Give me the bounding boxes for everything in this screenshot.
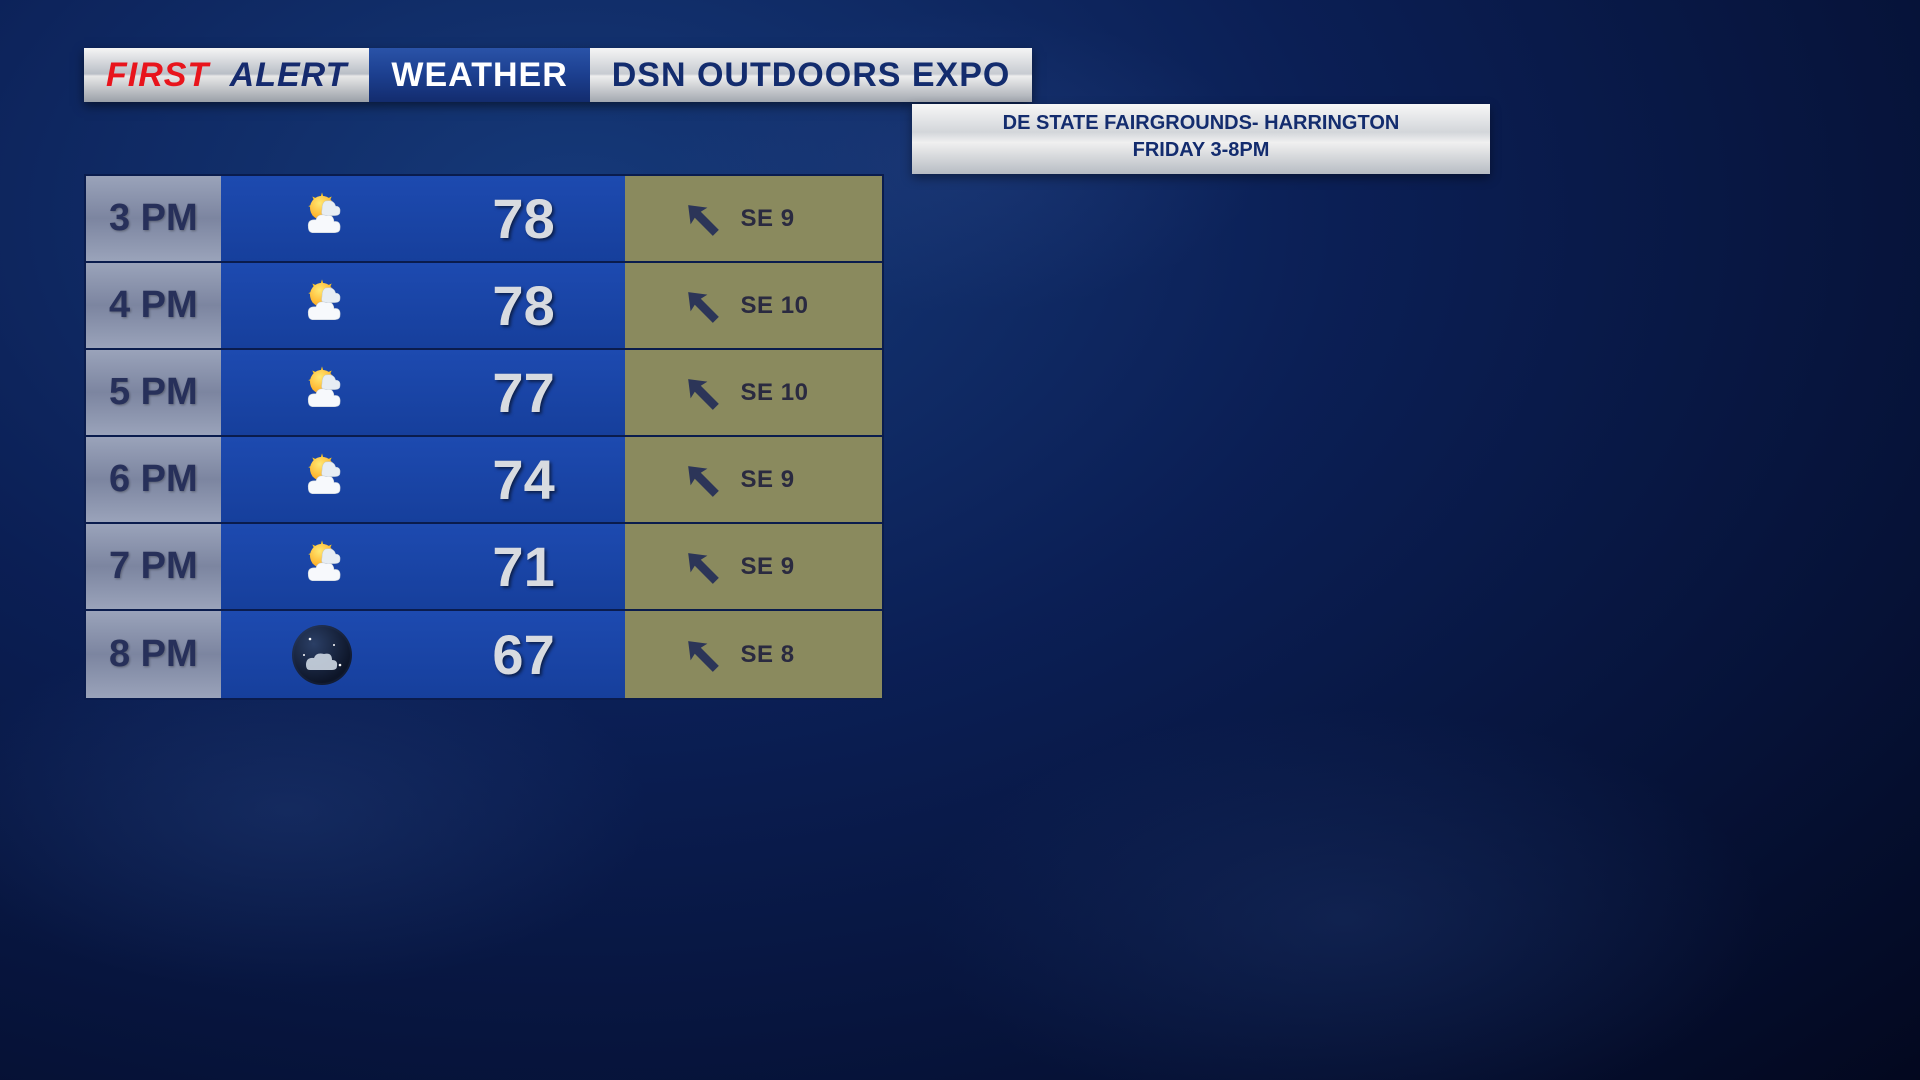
- forecast-row-3pm: 3 PM 78 SE 9: [86, 176, 882, 263]
- weather-icon: [221, 524, 423, 609]
- wind-info: SE 10: [625, 263, 882, 348]
- temperature-label: 77: [423, 350, 625, 435]
- night-cloud-icon: [292, 625, 352, 685]
- wind-info: SE 10: [625, 350, 882, 435]
- forecast-row-8pm: 8 PM 67 SE 8: [86, 611, 882, 698]
- forecast-rows-container: 3 PM 78 SE 9: [86, 176, 882, 698]
- wind-direction-arrow: [672, 363, 731, 422]
- wind-speed-label: SE 10: [741, 292, 809, 320]
- forecast-table: 3 PM 78 SE 9: [84, 174, 884, 700]
- temperature-label: 78: [423, 263, 625, 348]
- weather-icon: [221, 437, 423, 522]
- wind-direction-arrow: [672, 189, 731, 248]
- time-label: 5 PM: [86, 350, 221, 435]
- temperature-label: 71: [423, 524, 625, 609]
- weather-label: WEATHER: [369, 48, 589, 102]
- wind-direction-arrow: [672, 625, 731, 684]
- wind-speed-label: SE 8: [741, 641, 795, 669]
- wind-info: SE 8: [625, 611, 882, 698]
- wind-info: SE 9: [625, 524, 882, 609]
- time-label: 7 PM: [86, 524, 221, 609]
- header-bar: FIRST ALERT WEATHER DSN OUTDOORS EXPO: [84, 48, 1032, 102]
- weather-icon: [221, 263, 423, 348]
- wind-info: SE 9: [625, 437, 882, 522]
- wind-direction-arrow: [672, 276, 731, 335]
- forecast-row-5pm: 5 PM 77 SE 10: [86, 350, 882, 437]
- time-label: 8 PM: [86, 611, 221, 698]
- temperature-label: 67: [423, 611, 625, 698]
- wind-speed-label: SE 9: [741, 205, 795, 233]
- partly-sunny-icon: [292, 450, 352, 510]
- weather-icon: [221, 176, 423, 261]
- wind-speed-label: SE 9: [741, 553, 795, 581]
- partly-sunny-icon: [292, 189, 352, 249]
- wind-speed-label: SE 10: [741, 379, 809, 407]
- forecast-row-6pm: 6 PM 74 SE 9: [86, 437, 882, 524]
- time-label: 3 PM: [86, 176, 221, 261]
- temperature-label: 74: [423, 437, 625, 522]
- wind-info: SE 9: [625, 176, 882, 261]
- forecast-row-4pm: 4 PM 78 SE 10: [86, 263, 882, 350]
- first-alert-label: FIRST ALERT: [84, 48, 369, 102]
- partly-sunny-icon: [292, 276, 352, 336]
- weather-icon: [221, 611, 423, 698]
- temperature-label: 78: [423, 176, 625, 261]
- wind-direction-arrow: [672, 537, 731, 596]
- time-label: 4 PM: [86, 263, 221, 348]
- weather-icon: [221, 350, 423, 435]
- wind-speed-label: SE 9: [741, 466, 795, 494]
- event-subtitle: DE STATE FAIRGROUNDS- HARRINGTON FRIDAY …: [912, 104, 1490, 174]
- partly-sunny-icon: [292, 537, 352, 597]
- event-title-label: DSN OUTDOORS EXPO: [590, 48, 1033, 102]
- wind-direction-arrow: [672, 450, 731, 509]
- forecast-row-7pm: 7 PM 71 SE 9: [86, 524, 882, 611]
- time-label: 6 PM: [86, 437, 221, 522]
- partly-sunny-icon: [292, 363, 352, 423]
